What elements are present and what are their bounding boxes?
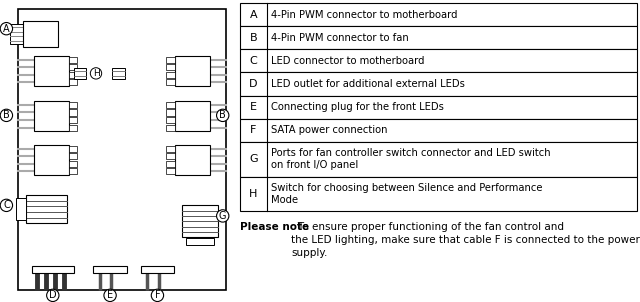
- Bar: [141, 266, 174, 273]
- Bar: [166, 57, 175, 63]
- Bar: [240, 26, 637, 49]
- Bar: [34, 145, 69, 175]
- Bar: [166, 110, 175, 116]
- Bar: [166, 169, 175, 175]
- Bar: [240, 177, 637, 211]
- Bar: [34, 56, 69, 86]
- Text: : To ensure proper functioning of the fan control and
the LED lighting, make sur: : To ensure proper functioning of the fa…: [291, 222, 640, 259]
- Bar: [69, 153, 77, 159]
- Bar: [166, 161, 175, 167]
- Bar: [69, 125, 77, 131]
- Text: E: E: [250, 102, 257, 112]
- Bar: [74, 68, 86, 79]
- Bar: [69, 169, 77, 175]
- Text: 4-Pin PWM connector to fan: 4-Pin PWM connector to fan: [271, 33, 409, 43]
- Text: C: C: [250, 56, 257, 66]
- Bar: [240, 142, 637, 177]
- Bar: [166, 153, 175, 159]
- Bar: [166, 72, 175, 78]
- Text: D: D: [49, 290, 56, 300]
- Text: B: B: [250, 33, 257, 43]
- Bar: [69, 79, 77, 85]
- Text: Ports for fan controller switch connector and LED switch
on front I/O panel: Ports for fan controller switch connecto…: [271, 148, 551, 170]
- Text: E: E: [107, 290, 113, 300]
- Bar: [240, 49, 637, 72]
- Text: F: F: [250, 125, 257, 135]
- Text: G: G: [219, 211, 227, 221]
- Bar: [69, 57, 77, 63]
- Bar: [26, 195, 67, 223]
- Bar: [166, 125, 175, 131]
- Bar: [175, 101, 210, 131]
- Text: A: A: [3, 24, 10, 34]
- Bar: [112, 68, 125, 79]
- Text: A: A: [250, 10, 257, 20]
- Bar: [69, 161, 77, 167]
- Text: Please note: Please note: [240, 222, 309, 232]
- Bar: [166, 117, 175, 123]
- Bar: [69, 72, 77, 78]
- Bar: [69, 117, 77, 123]
- Bar: [34, 101, 69, 131]
- Bar: [23, 21, 58, 47]
- Text: G: G: [249, 154, 258, 164]
- Text: B: B: [3, 110, 10, 120]
- Text: B: B: [220, 110, 226, 120]
- Text: H: H: [93, 69, 99, 78]
- Bar: [166, 102, 175, 108]
- Bar: [240, 95, 637, 119]
- Text: Switch for choosing between Silence and Performance
Mode: Switch for choosing between Silence and …: [271, 183, 543, 205]
- Bar: [16, 198, 26, 220]
- Text: C: C: [3, 200, 10, 210]
- Bar: [182, 205, 218, 237]
- Bar: [175, 145, 210, 175]
- Bar: [69, 110, 77, 116]
- Bar: [32, 266, 74, 272]
- Text: LED outlet for additional external LEDs: LED outlet for additional external LEDs: [271, 79, 465, 89]
- Text: 4-Pin PWM connector to motherboard: 4-Pin PWM connector to motherboard: [271, 10, 458, 20]
- Text: F: F: [155, 290, 160, 300]
- Bar: [69, 102, 77, 108]
- Bar: [166, 64, 175, 70]
- Text: SATA power connection: SATA power connection: [271, 125, 388, 135]
- Bar: [175, 56, 210, 86]
- Bar: [240, 119, 637, 142]
- Bar: [240, 3, 637, 26]
- Bar: [166, 146, 175, 152]
- Bar: [186, 238, 214, 245]
- Bar: [69, 64, 77, 70]
- Text: H: H: [249, 189, 258, 199]
- Text: Connecting plug for the front LEDs: Connecting plug for the front LEDs: [271, 102, 444, 112]
- Text: D: D: [249, 79, 258, 89]
- Bar: [69, 146, 77, 152]
- Bar: [18, 9, 226, 290]
- Bar: [93, 266, 127, 273]
- Bar: [10, 24, 26, 44]
- Bar: [240, 72, 637, 95]
- Bar: [166, 79, 175, 85]
- Text: LED connector to motherboard: LED connector to motherboard: [271, 56, 425, 66]
